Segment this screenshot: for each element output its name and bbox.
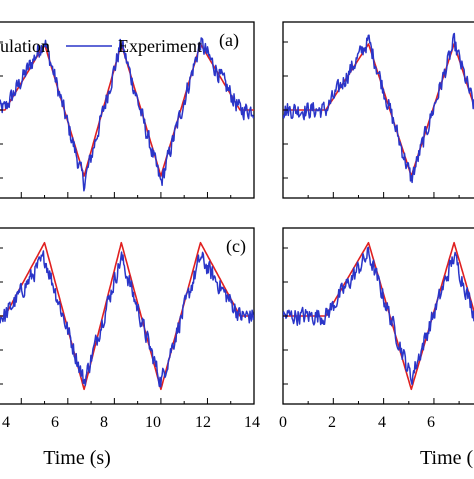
legend-simulation-label: ulation	[0, 36, 50, 56]
x-axis-title-right: Time (	[420, 447, 474, 469]
x-tick-label: 6	[427, 414, 435, 431]
series-line-experiment	[0, 250, 254, 388]
panel-label-a: (a)	[219, 30, 239, 51]
x-tick-label: 10	[145, 414, 161, 431]
x-tick-label: 14	[244, 414, 260, 431]
panel-label-c: (c)	[226, 236, 246, 257]
x-tick-labels-right: 0 2 4 6	[279, 414, 435, 431]
x-tick-label: 6	[51, 414, 59, 431]
x-tick-label: 2	[328, 414, 336, 431]
series-layer	[0, 32, 474, 391]
x-axis-title-left: Time (s)	[43, 447, 111, 469]
legend-experiment-label: Experiment	[118, 36, 202, 56]
x-tick-label: 4	[2, 414, 10, 431]
x-tick-label: 0	[279, 414, 287, 431]
series-line-experiment	[283, 246, 474, 386]
series-line-experiment	[283, 32, 474, 184]
x-tick-labels-left: 4 6 8 10 12 14	[2, 414, 260, 431]
x-tick-label: 8	[100, 414, 108, 431]
series-line-simulation	[0, 241, 254, 391]
x-tick-label: 12	[195, 414, 211, 431]
series-line-experiment	[0, 37, 254, 192]
legend: ulation Experiment	[0, 36, 202, 56]
tick-layer	[0, 41, 460, 404]
x-tick-label: 4	[378, 414, 386, 431]
